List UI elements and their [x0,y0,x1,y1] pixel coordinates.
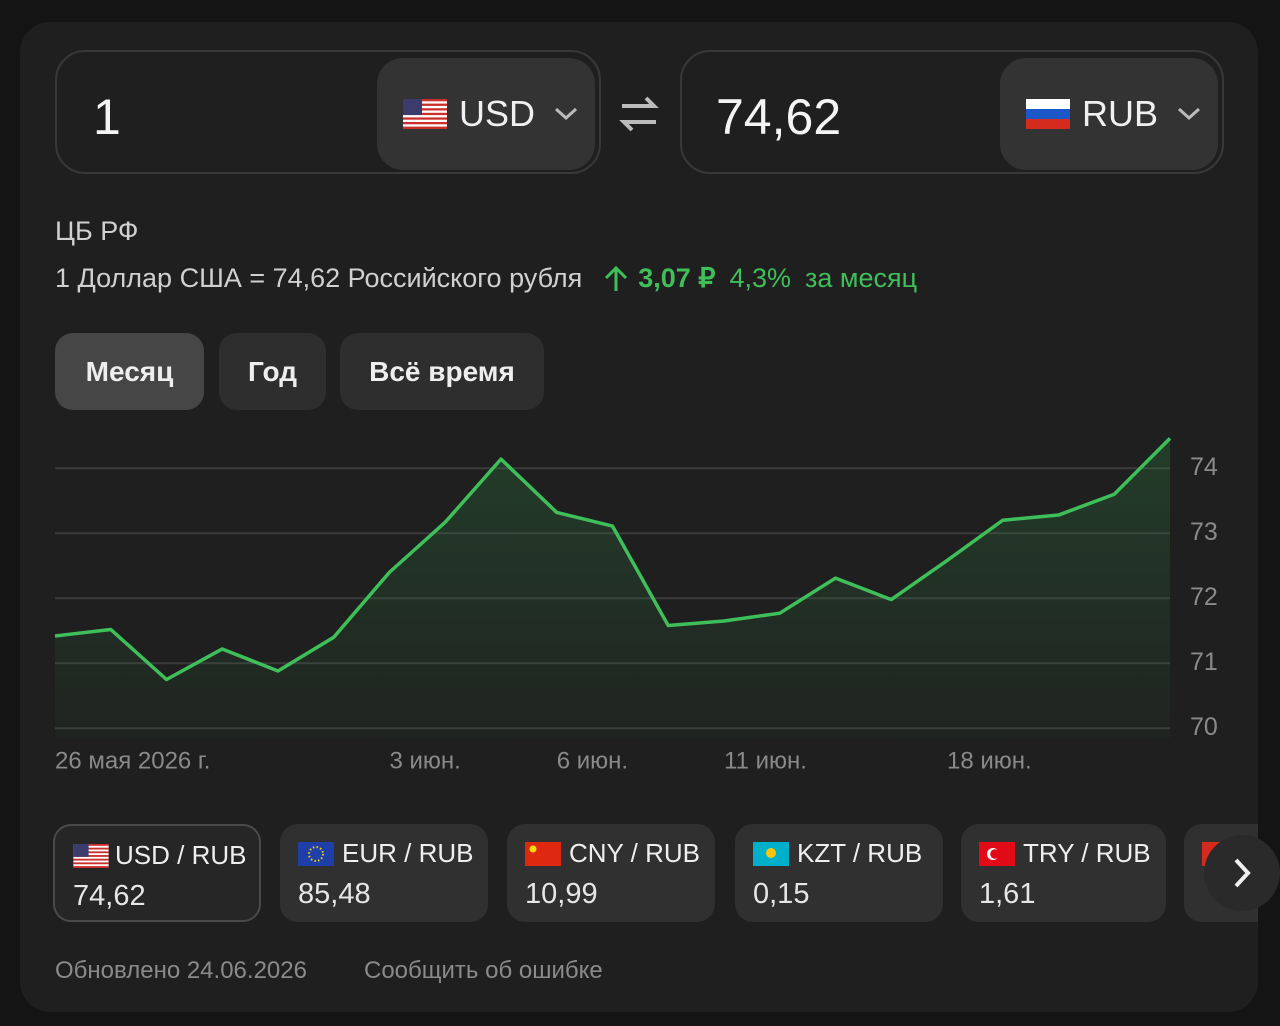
y-tick-label: 74 [1190,453,1218,481]
flag-us [73,844,109,868]
pair-rate: 74,62 [73,880,146,912]
area [55,438,1170,738]
y-tick-label: 71 [1190,648,1218,676]
change-period: за месяц [805,263,918,293]
pair-label: USD / RUB [115,840,247,870]
pair-label: EUR / RUB [342,838,474,868]
y-tick-label: 70 [1190,713,1218,741]
pair-card[interactable]: TRY / RUB 1,61 [961,824,1166,922]
updated: Обновлено 24.06.2026 [55,957,307,984]
pair-card[interactable]: EUR / RUB 85,48 [280,824,488,922]
to-box: 74,62 RUB [680,50,1224,174]
pair-label: TRY / RUB [1023,838,1151,868]
pair-rate: 1,61 [979,878,1036,910]
from-box: 1 USD [55,50,601,174]
flag-tr [979,842,1015,866]
to-currency: RUB [1082,93,1159,134]
next-button[interactable] [1202,834,1280,912]
tab-month[interactable]: Месяц [55,333,204,410]
chart: 70 71 72 73 74 26 мая 2026 г. 3 июн. 6 июн. 11 и… [54,437,1218,774]
flag-cn [525,842,561,866]
pair-rate: 10,99 [525,878,598,910]
x-tick-label: 3 июн. [390,747,461,774]
pair-rate: 0,15 [753,878,810,910]
line [54,437,1172,682]
x-tick-label: 11 июн. [724,747,807,774]
chevron [1178,107,1201,121]
flag-ru [1026,99,1070,129]
from-currency-select[interactable]: USD [377,58,595,170]
pair-card[interactable]: CNY / RUB 10,99 [507,824,715,922]
change-percent: 4,3% [729,263,791,293]
flag-kz [753,842,789,866]
y-tick-label: 73 [1190,518,1218,546]
pair-label: KZT / RUB [797,838,923,868]
to-amount[interactable]: 74,62 [716,89,842,145]
widget-card: 1 USD 74,62 RUB ЦБ РФ 1 Доллар США = 74,… [20,22,1258,1012]
pair-card[interactable]: USD / RUB 74,62 [53,824,261,922]
pair-label: CNY / RUB [569,838,700,868]
from-amount[interactable]: 1 [93,89,121,145]
pair-card[interactable]: KZT / RUB 0,15 [735,824,943,922]
source: ЦБ РФ [55,216,139,246]
report-error[interactable]: Сообщить об ошибке [364,957,603,984]
rate-text: 1 Доллар США = 74,62 Российского рубля [55,263,583,293]
swap-button[interactable] [618,94,660,134]
up-arrow [605,265,628,291]
flag-eu [298,842,334,866]
tab-all-time[interactable]: Всё время [340,333,544,410]
x-tick-label: 26 мая 2026 г. [55,747,210,774]
change-amount: 3,07 ₽ [638,263,716,293]
x-tick-label: 18 июн. [947,747,1032,774]
x-tick-label: 6 июн. [557,747,628,774]
flag-us [403,99,447,129]
chevron [555,107,578,121]
rate-line: 1 Доллар США = 74,62 Российского рубля 3… [55,263,917,294]
to-currency-select[interactable]: RUB [1000,58,1218,170]
y-tick-label: 72 [1190,583,1218,611]
from-currency: USD [459,93,536,134]
tab-year[interactable]: Год [219,333,326,410]
pair-rate: 85,48 [298,878,371,910]
